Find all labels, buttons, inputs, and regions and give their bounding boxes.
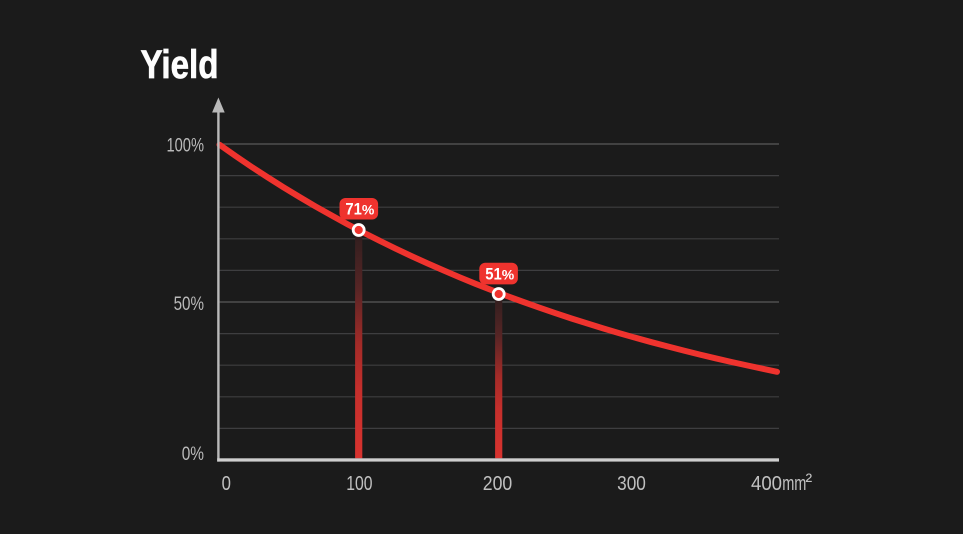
svg-text:400: 400 xyxy=(751,473,782,495)
svg-text:51: 51 xyxy=(485,265,502,284)
svg-text:100%: 100% xyxy=(167,136,205,157)
svg-text:mm: mm xyxy=(782,473,806,495)
svg-text:100: 100 xyxy=(346,473,372,495)
svg-text:0%: 0% xyxy=(182,444,204,465)
svg-text:Yield: Yield xyxy=(141,43,219,87)
svg-text:300: 300 xyxy=(617,473,646,495)
svg-text:²: ² xyxy=(806,471,813,493)
svg-text:%: % xyxy=(362,202,375,218)
svg-text:%: % xyxy=(502,267,515,283)
svg-text:200: 200 xyxy=(483,473,513,495)
svg-text:0: 0 xyxy=(222,473,231,495)
svg-text:71: 71 xyxy=(345,200,362,219)
svg-text:50%: 50% xyxy=(174,294,204,315)
